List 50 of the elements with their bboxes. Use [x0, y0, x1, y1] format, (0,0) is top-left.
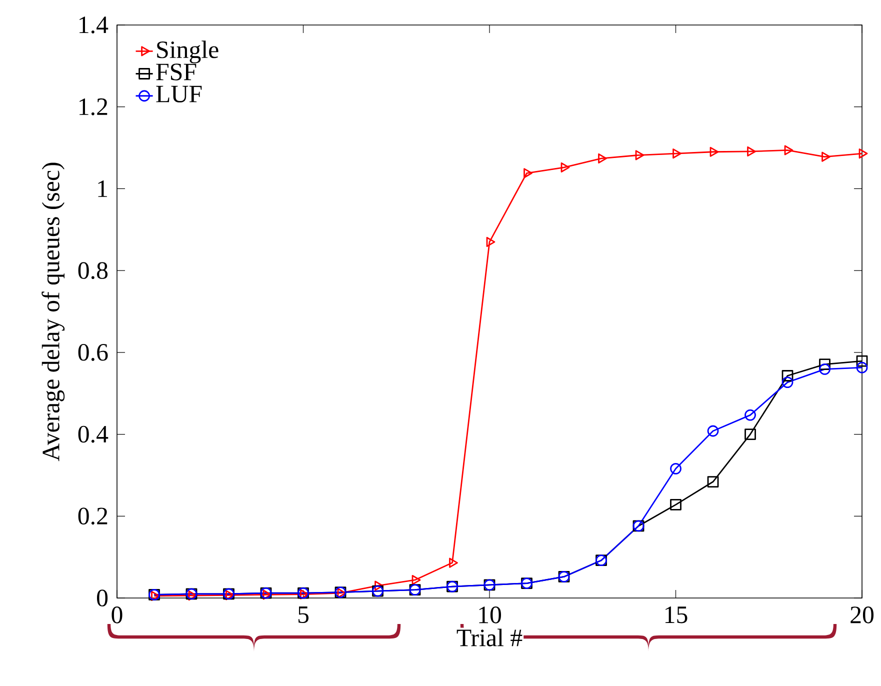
- y-axis-title: Average delay of queues (sec): [42, 162, 65, 462]
- legend-label: LUF: [156, 86, 202, 102]
- point: [262, 590, 272, 600]
- point: [710, 146, 719, 157]
- point: [374, 580, 384, 591]
- point: [782, 376, 794, 388]
- point: [670, 462, 682, 474]
- point: [819, 358, 830, 370]
- point: [822, 152, 830, 162]
- point: [858, 148, 868, 159]
- point: [744, 428, 756, 440]
- point: [744, 409, 756, 421]
- point: [486, 236, 496, 247]
- x-tick-label: 10: [479, 606, 502, 624]
- x-tick-label: 15: [665, 606, 688, 624]
- point: [598, 153, 607, 164]
- point: [300, 589, 309, 600]
- y-tick-label: 0.6: [78, 344, 108, 361]
- point: [560, 162, 570, 172]
- x-tick-label: 20: [850, 606, 874, 624]
- point: [707, 425, 719, 437]
- point: [819, 364, 830, 375]
- point: [747, 146, 756, 156]
- point: [412, 574, 421, 586]
- y-tick-label: 0.2: [78, 508, 108, 525]
- y-tick-label: 1.2: [80, 98, 108, 116]
- x-tick-label: 5: [298, 606, 309, 624]
- point: [856, 355, 868, 367]
- y-tick-label: 1.4: [80, 16, 108, 34]
- point: [856, 362, 868, 374]
- point: [670, 498, 682, 510]
- y-tick-label: 0.8: [78, 262, 108, 280]
- y-tick-label: 0: [97, 590, 108, 606]
- point: [188, 590, 198, 601]
- x-axis-title: Trial #: [456, 628, 522, 646]
- point: [337, 588, 346, 598]
- point: [524, 168, 532, 178]
- point: [707, 476, 719, 488]
- point: [151, 590, 160, 601]
- legend-label: FSF: [156, 64, 196, 80]
- x-tick-label: 0: [112, 606, 122, 624]
- point: [635, 150, 644, 160]
- point: [782, 370, 794, 382]
- point: [784, 145, 794, 156]
- point: [449, 558, 458, 568]
- point: [672, 148, 682, 159]
- y-tick-label: 0.4: [78, 426, 108, 443]
- legend-label: Single: [157, 40, 218, 64]
- point: [226, 590, 234, 600]
- y-tick-label: 1: [98, 180, 107, 197]
